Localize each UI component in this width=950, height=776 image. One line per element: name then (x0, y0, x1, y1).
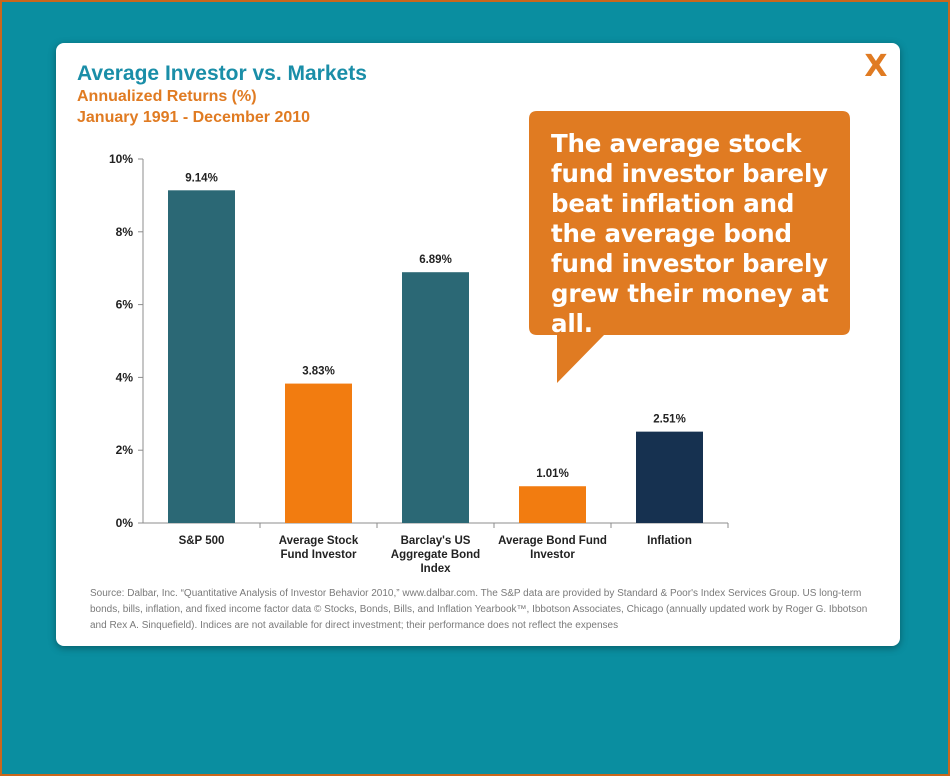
bar (636, 431, 703, 523)
category-label: Barclay's US (401, 535, 471, 547)
callout-bubble: The average stock fund investor barely b… (529, 111, 850, 383)
y-tick-label: 4% (116, 370, 134, 384)
data-label: 9.14% (185, 172, 218, 184)
bar (168, 190, 235, 523)
category-label: Average Bond Fund (498, 535, 607, 547)
chart-subtitle-returns: Annualized Returns (%) (77, 88, 257, 105)
category-label: Fund Investor (280, 549, 357, 561)
data-label: 1.01% (536, 468, 569, 480)
y-tick-label: 0% (116, 516, 134, 530)
category-label: Aggregate Bond (391, 549, 480, 561)
close-button[interactable]: X (864, 49, 888, 84)
category-label: Average Stock (279, 535, 359, 547)
callout-shape (529, 111, 850, 383)
y-tick-label: 8% (116, 225, 134, 239)
category-label: S&P 500 (179, 535, 225, 547)
bar (519, 486, 586, 523)
callout-text: The average stock fund investor barely b… (551, 129, 829, 338)
bar (402, 272, 469, 523)
source-note: Source: Dalbar, Inc. “Quantitative Analy… (90, 588, 868, 631)
category-label: Investor (530, 549, 575, 561)
chart-subtitle-period: January 1991 - December 2010 (77, 109, 311, 126)
y-tick-label: 2% (116, 443, 134, 457)
data-label: 6.89% (419, 254, 452, 266)
y-tick-label: 10% (109, 152, 133, 166)
chart-title: Average Investor vs. Markets (77, 62, 367, 85)
data-label: 3.83% (302, 366, 335, 378)
category-label: Index (420, 563, 451, 575)
bar (285, 383, 352, 523)
y-tick-label: 6% (116, 298, 134, 312)
category-label: Inflation (647, 535, 692, 547)
data-label: 2.51% (653, 414, 686, 426)
